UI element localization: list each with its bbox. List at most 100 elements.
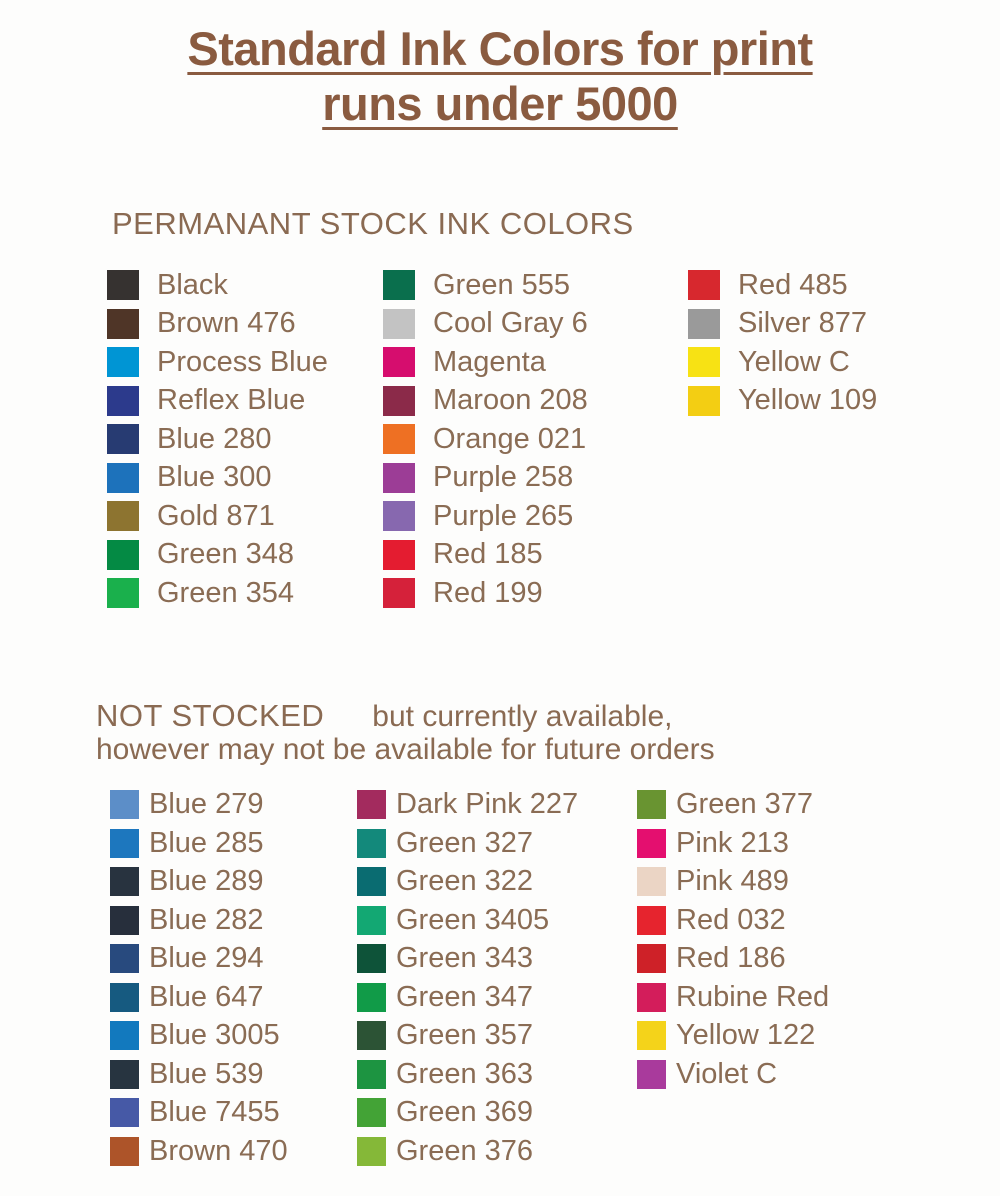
color-swatch bbox=[688, 385, 720, 416]
ink-color-item: Orange 021 bbox=[383, 424, 588, 454]
ink-color-item: Process Blue bbox=[107, 347, 328, 377]
ink-color-item: Brown 470 bbox=[110, 1134, 288, 1167]
color-swatch bbox=[357, 1136, 386, 1166]
color-label: Process Blue bbox=[157, 345, 328, 378]
color-swatch bbox=[357, 944, 386, 973]
ink-color-item: Silver 877 bbox=[688, 307, 877, 339]
permanent-colors-column-3: Red 485 Silver 877 Yellow C Yellow 109 bbox=[688, 270, 877, 424]
ink-color-item: Green 343 bbox=[357, 944, 578, 973]
color-label: Black bbox=[157, 268, 228, 301]
color-label: Brown 470 bbox=[149, 1134, 288, 1167]
color-label: Green 363 bbox=[396, 1057, 534, 1090]
ink-color-item: Purple 265 bbox=[383, 501, 588, 531]
ink-color-item: Blue 289 bbox=[110, 867, 288, 896]
color-swatch bbox=[110, 982, 139, 1012]
ink-color-item: Violet C bbox=[637, 1057, 829, 1090]
ink-color-item: Green 363 bbox=[357, 1057, 578, 1090]
color-label: Reflex Blue bbox=[157, 384, 306, 416]
not-stocked-note-line2: however may not be available for future … bbox=[96, 733, 715, 766]
color-swatch bbox=[107, 347, 139, 377]
ink-color-item: Yellow 122 bbox=[637, 1021, 829, 1050]
not-stocked-colors-column-1: Blue 279 Blue 285 Blue 289 Blue 282 Blue… bbox=[110, 790, 288, 1175]
color-swatch bbox=[688, 270, 720, 300]
color-label: Silver 877 bbox=[738, 307, 867, 339]
ink-color-item: Blue 279 bbox=[110, 790, 288, 819]
color-swatch bbox=[383, 539, 415, 570]
color-swatch bbox=[383, 385, 415, 416]
color-swatch bbox=[107, 539, 139, 570]
color-label: Gold 871 bbox=[157, 499, 275, 532]
color-label: Blue 7455 bbox=[149, 1096, 280, 1128]
ink-color-item: Green 376 bbox=[357, 1136, 578, 1166]
color-label: Green 348 bbox=[157, 538, 295, 570]
color-swatch bbox=[383, 308, 415, 339]
ink-color-item: Blue 647 bbox=[110, 980, 288, 1013]
ink-color-item: Gold 871 bbox=[107, 501, 328, 531]
color-swatch bbox=[110, 944, 139, 973]
color-swatch bbox=[357, 982, 386, 1012]
color-label: Yellow 109 bbox=[738, 384, 878, 416]
color-swatch bbox=[110, 1136, 139, 1166]
ink-color-item: Blue 7455 bbox=[110, 1098, 288, 1127]
color-swatch bbox=[357, 828, 386, 858]
ink-color-item: Red 186 bbox=[637, 944, 829, 973]
color-swatch bbox=[357, 1021, 386, 1050]
color-swatch bbox=[110, 1098, 139, 1127]
ink-color-item: Red 032 bbox=[637, 903, 829, 936]
color-label: Green 354 bbox=[157, 576, 295, 609]
ink-color-item: Yellow C bbox=[688, 347, 877, 377]
ink-color-item: Yellow 109 bbox=[688, 384, 878, 416]
color-label: Blue 279 bbox=[149, 788, 264, 820]
color-swatch bbox=[110, 1021, 139, 1050]
color-label: Blue 282 bbox=[149, 903, 264, 936]
ink-color-item: Green 354 bbox=[107, 578, 328, 608]
color-swatch bbox=[383, 347, 415, 377]
color-label: Orange 021 bbox=[433, 422, 587, 455]
color-swatch bbox=[637, 790, 666, 819]
ink-color-item: Blue 294 bbox=[110, 944, 288, 973]
color-swatch bbox=[637, 1021, 666, 1050]
color-label: Pink 213 bbox=[676, 826, 789, 859]
color-label: Green 357 bbox=[396, 1019, 534, 1051]
not-stocked-note-line1: but currently available, bbox=[372, 700, 673, 733]
not-stocked-label: NOT STOCKED bbox=[96, 698, 325, 733]
permanent-section-heading: PERMANANT STOCK INK COLORS bbox=[112, 206, 634, 241]
color-swatch bbox=[383, 578, 415, 608]
not-stocked-colors-column-2: Dark Pink 227 Green 327 Green 322 Green … bbox=[357, 790, 578, 1175]
ink-color-item: Blue 285 bbox=[110, 826, 288, 859]
page-title: Standard Ink Colors for print runs under… bbox=[0, 22, 1000, 131]
not-stocked-colors-column-3: Green 377 Pink 213 Pink 489 Red 032 Red … bbox=[637, 790, 829, 1098]
color-label: Red 032 bbox=[676, 903, 786, 936]
color-label: Blue 300 bbox=[157, 461, 272, 493]
color-swatch bbox=[107, 385, 139, 416]
ink-color-item: Dark Pink 227 bbox=[357, 790, 578, 819]
color-label: Red 186 bbox=[676, 942, 786, 974]
color-swatch bbox=[110, 867, 139, 896]
color-label: Red 199 bbox=[433, 576, 543, 609]
ink-color-item: Green 357 bbox=[357, 1021, 578, 1050]
ink-color-item: Reflex Blue bbox=[107, 384, 328, 416]
color-swatch bbox=[107, 424, 139, 454]
color-swatch bbox=[107, 308, 139, 339]
ink-color-item: Purple 258 bbox=[383, 462, 588, 493]
color-label: Violet C bbox=[676, 1057, 778, 1090]
color-label: Cool Gray 6 bbox=[433, 307, 588, 339]
ink-color-item: Blue 300 bbox=[107, 461, 328, 493]
ink-color-item: Red 485 bbox=[688, 270, 877, 300]
color-label: Blue 539 bbox=[149, 1057, 264, 1090]
color-label: Blue 647 bbox=[149, 980, 264, 1013]
color-label: Green 343 bbox=[396, 942, 534, 974]
color-label: Blue 285 bbox=[149, 826, 264, 859]
color-swatch bbox=[688, 308, 720, 339]
color-swatch bbox=[107, 501, 139, 531]
color-label: Magenta bbox=[433, 345, 546, 378]
ink-color-item: Green 322 bbox=[357, 867, 578, 896]
page-title-line2: runs under 5000 bbox=[322, 76, 678, 130]
ink-color-item: Maroon 208 bbox=[383, 385, 588, 416]
ink-color-item: Blue 282 bbox=[110, 903, 288, 936]
ink-color-item: Rubine Red bbox=[637, 982, 829, 1012]
ink-color-item: Black bbox=[107, 270, 328, 300]
ink-color-item: Magenta bbox=[383, 347, 588, 377]
color-swatch bbox=[637, 944, 666, 973]
color-swatch bbox=[357, 1098, 386, 1127]
